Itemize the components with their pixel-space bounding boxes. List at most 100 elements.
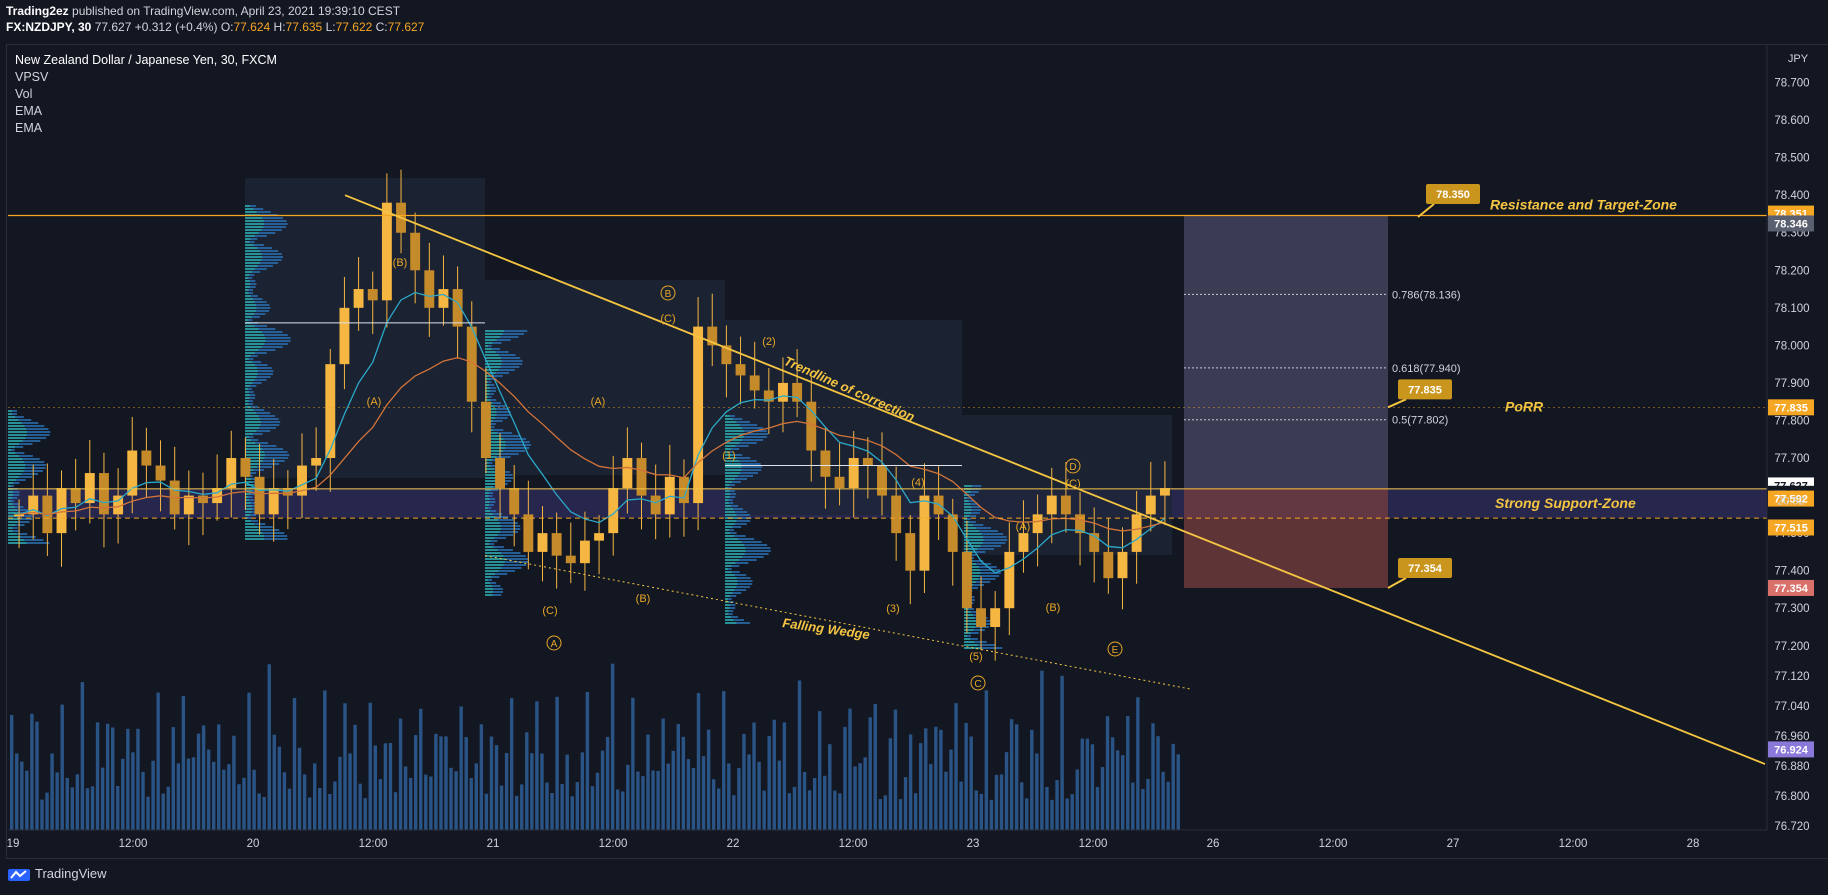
brand-logo[interactable]: TradingView (8, 866, 107, 881)
price-label-bg-2 (1768, 399, 1814, 416)
volume-profile-1 (8, 470, 43, 472)
volume-profile-4-up (725, 610, 729, 612)
candle-body (297, 465, 307, 496)
volume-profile-4 (725, 592, 742, 594)
volume-bar (732, 795, 736, 830)
legend-title[interactable]: New Zealand Dollar / Japanese Yen, 30, F… (15, 53, 277, 67)
legend-item-vpsv[interactable]: VPSV (15, 70, 49, 84)
candle-body (70, 488, 81, 504)
volume-profile-4 (725, 538, 755, 540)
volume-bar (186, 758, 191, 830)
volume-bar (1040, 670, 1044, 830)
volume-bar (646, 734, 650, 830)
volume-profile-4-up (725, 454, 733, 456)
volume-profile-3-up (485, 501, 490, 503)
candle-body (1046, 495, 1057, 515)
volume-bar (792, 787, 797, 830)
volume-profile-2-up (245, 289, 249, 291)
volume-bar (969, 736, 973, 830)
volume-bar (429, 776, 433, 830)
volume-bar (70, 787, 74, 830)
volume-bar (489, 736, 494, 830)
volume-profile-1-up (8, 518, 19, 520)
volume-bar (656, 770, 660, 830)
volume-bar (257, 793, 261, 830)
volume-profile-5-up (964, 569, 981, 571)
volume-profile-3-up (485, 390, 490, 392)
volume-profile-2-up (245, 253, 262, 255)
volume-bar (1161, 771, 1165, 830)
volume-profile-4 (725, 574, 747, 576)
volume-profile-2-up (245, 505, 252, 507)
volume-profile-3-up (485, 498, 490, 500)
volume-bar (454, 771, 458, 830)
volume-profile-2-up (245, 535, 264, 537)
volume-profile-1-up (8, 428, 27, 430)
volume-profile-2 (245, 451, 288, 453)
y-tick-label: 76.720 (1774, 821, 1809, 833)
volume-profile-5 (964, 509, 981, 511)
volume-profile-2 (245, 286, 256, 288)
volume-profile-1 (8, 476, 33, 478)
volume-bar (711, 779, 716, 830)
y-tick-label: 76.800 (1774, 791, 1809, 803)
candle-body (212, 488, 223, 504)
candle-body (749, 375, 760, 391)
volume-profile-1-up (8, 437, 26, 439)
volume-profile-5 (964, 533, 1004, 535)
author-name[interactable]: Trading2ez (6, 4, 69, 18)
y-tick-label: 78.500 (1774, 153, 1809, 165)
volume-profile-1 (8, 422, 39, 424)
candle-body (1159, 488, 1170, 496)
volume-profile-5 (964, 524, 984, 526)
volume-bar (373, 745, 377, 830)
legend-item-ema-2[interactable]: EMA (15, 121, 43, 135)
volume-bar (843, 726, 847, 830)
candle-body (778, 382, 788, 402)
volume-profile-3-up (485, 471, 497, 473)
volume-profile-1 (8, 491, 20, 493)
legend-item-ema-1[interactable]: EMA (15, 104, 43, 118)
volume-bar (727, 763, 731, 830)
volume-profile-5-up (964, 491, 971, 493)
callout-pointer-0 (1417, 203, 1435, 218)
volume-profile-5-up (964, 533, 982, 535)
wave-label-6: (2) (762, 336, 775, 348)
volume-profile-1 (8, 419, 32, 421)
volume-profile-1-up (8, 425, 25, 427)
volume-profile-4-up (725, 502, 729, 504)
candle-body (1103, 551, 1114, 579)
volume-bar (868, 717, 872, 830)
volume-bar (535, 701, 539, 830)
volume-profile-1-up (8, 449, 12, 451)
volume-profile-1 (8, 416, 24, 418)
volume-profile-5-up (964, 623, 976, 625)
trendline-correction (344, 194, 1766, 765)
candle-body (664, 476, 675, 515)
volume-profile-3-up (485, 381, 488, 383)
volume-bar (297, 747, 302, 830)
volume-bar (419, 708, 423, 830)
volume-bar (590, 786, 595, 830)
volume-bar (1105, 716, 1110, 830)
volume-profile-1 (8, 494, 20, 496)
legend-item-vol[interactable]: Vol (15, 87, 33, 101)
volume-profile-1-up (8, 434, 27, 436)
volume-profile-4-up (725, 583, 738, 585)
volume-profile-3 (485, 435, 520, 437)
volume-profile-1-up (8, 500, 11, 502)
wave-label-2: (C) (542, 605, 557, 617)
volume-profile-4-up (725, 439, 743, 441)
x-tick-label: 23 (967, 838, 980, 850)
volume-profile-3-up (485, 369, 499, 371)
volume-profile-1-up (8, 506, 15, 508)
candle-body (509, 488, 520, 515)
volume-profile-2-up (245, 340, 266, 342)
volume-profile-2-up (245, 328, 259, 330)
volume-profile-5 (964, 485, 982, 487)
volume-profile-5 (964, 626, 989, 628)
volume-profile-3-up (485, 378, 491, 380)
volume-bar (651, 770, 655, 830)
volume-profile-1-up (8, 473, 22, 475)
